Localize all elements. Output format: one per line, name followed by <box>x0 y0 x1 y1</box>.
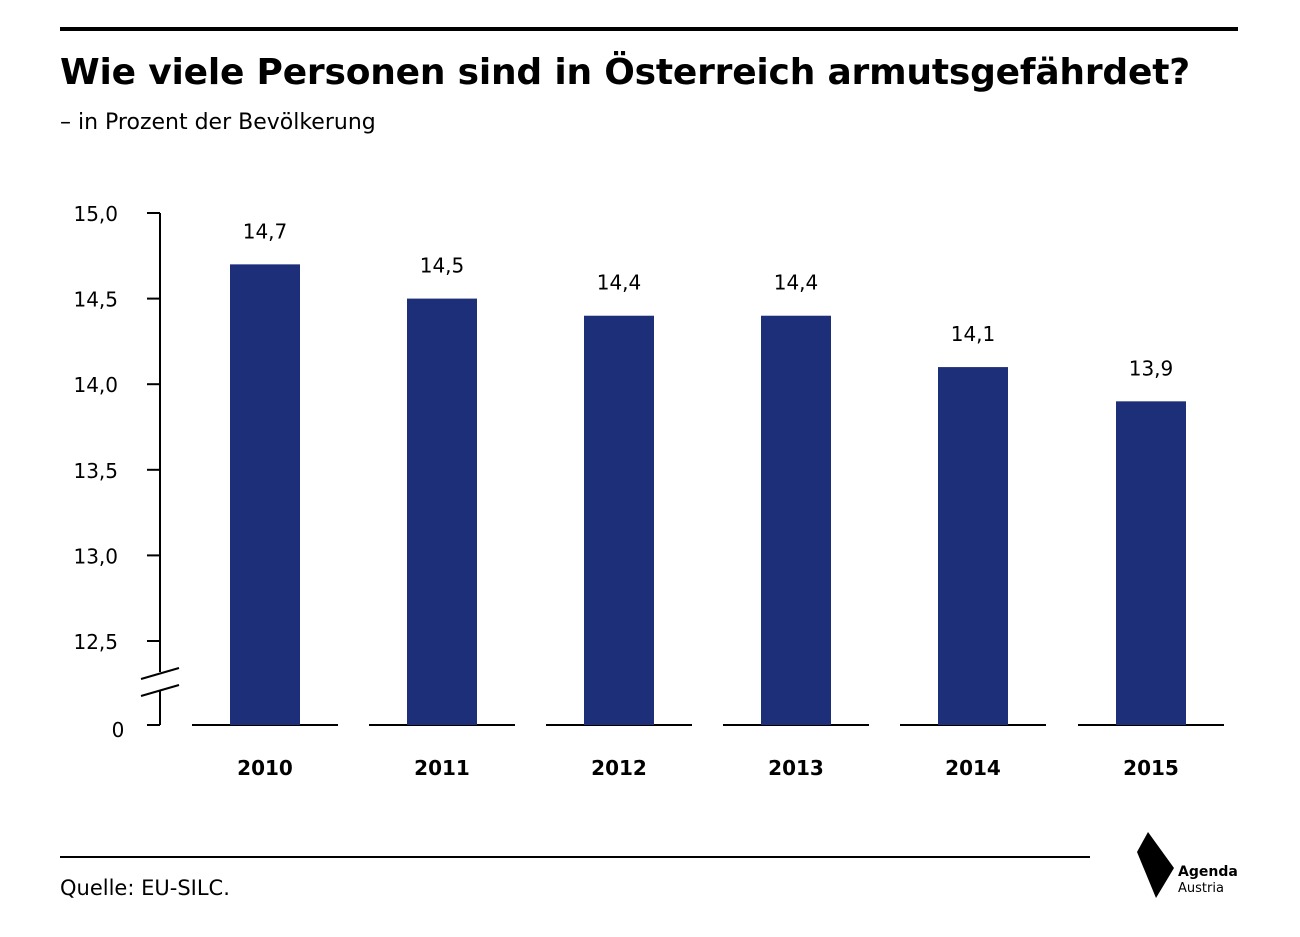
bar-2011 <box>407 298 477 725</box>
bar-2014 <box>938 367 1008 725</box>
y-tick-label: 15,0 <box>73 202 118 226</box>
chart-subtitle: – in Prozent der Bevölkerung <box>60 110 376 135</box>
data-label-2010: 14,7 <box>243 219 288 243</box>
y-tick-label: 13,0 <box>73 544 118 568</box>
bar-2013 <box>761 315 831 725</box>
data-label-2014: 14,1 <box>951 322 996 346</box>
data-label-2011: 14,5 <box>420 254 465 278</box>
y-tick-label: 14,0 <box>73 373 118 397</box>
chart-title: Wie viele Personen sind in Österreich ar… <box>60 52 1190 93</box>
y-tick-label: 14,5 <box>73 288 118 312</box>
bottom-rule <box>60 856 1090 858</box>
x-tick-label-2014: 2014 <box>945 756 1001 780</box>
y-axis: 15,0 14,5 14,0 13,5 13,0 12,5 0 <box>73 202 180 742</box>
y-tick-label: 13,5 <box>73 459 118 483</box>
x-tick-label-2015: 2015 <box>1123 756 1179 780</box>
bars <box>192 264 1224 726</box>
x-tick-label-2010: 2010 <box>237 756 293 780</box>
logo-text-agenda: Agenda <box>1178 864 1238 880</box>
logo-mark-icon <box>1137 832 1174 898</box>
data-label-2015: 13,9 <box>1129 356 1174 380</box>
labels: 14,7 2010 14,5 2011 14,4 2012 14,4 2013 14,1 2014… <box>237 219 1179 780</box>
logo-text-austria: Austria <box>1178 881 1224 896</box>
x-tick-label-2013: 2013 <box>768 756 824 780</box>
source-note: Quelle: EU-SILC. <box>60 876 230 900</box>
axis-break-mark-lower <box>140 684 180 697</box>
x-tick-label-2011: 2011 <box>414 756 470 780</box>
data-label-2013: 14,4 <box>774 271 819 295</box>
data-label-2012: 14,4 <box>597 271 642 295</box>
bar-2010 <box>230 264 300 725</box>
bar-2012 <box>584 315 654 725</box>
top-rule <box>60 27 1238 31</box>
y-tick-label: 12,5 <box>73 630 118 654</box>
agenda-austria-logo: Agenda Austria <box>1130 830 1250 900</box>
y-tick-label-zero: 0 <box>112 718 125 742</box>
x-tick-label-2012: 2012 <box>591 756 647 780</box>
axis-break-mark-upper <box>140 667 180 680</box>
bar-2015 <box>1116 401 1186 725</box>
